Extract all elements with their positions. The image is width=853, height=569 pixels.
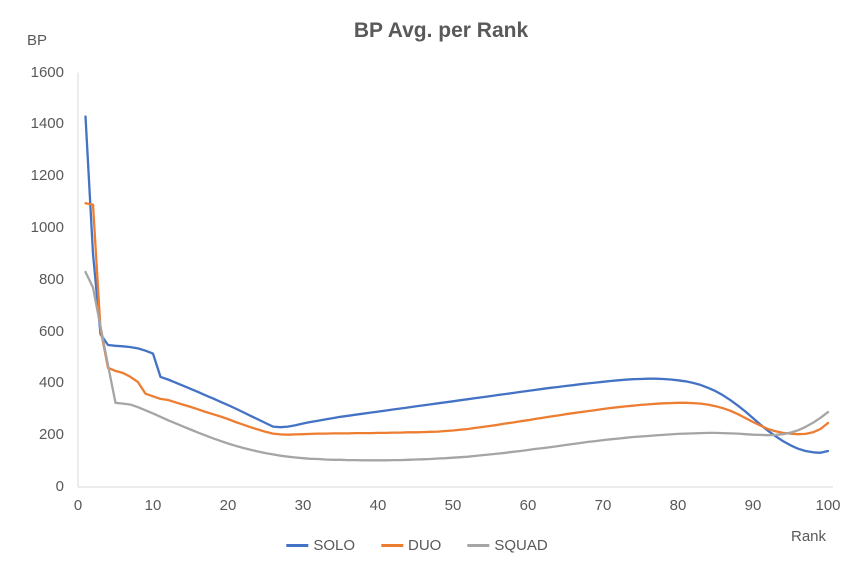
duo-line <box>84 202 830 436</box>
y-tick-label: 1400 <box>30 115 64 133</box>
x-tick-label: 50 <box>444 497 462 514</box>
y-tick-label: 800 <box>38 270 64 288</box>
x-tick-label: 100 <box>815 497 841 514</box>
x-tick-label: 30 <box>294 497 312 514</box>
x-tick-label: 60 <box>519 497 537 514</box>
y-tick-label: 0 <box>55 478 64 495</box>
legend-label: DUO <box>408 537 442 554</box>
squad-line <box>84 270 830 462</box>
y-tick-label: 600 <box>38 322 64 340</box>
legend-item-duo: DUO <box>381 537 441 554</box>
legend-item-solo: SOLO <box>286 537 355 554</box>
y-axis-title: BP <box>27 32 48 49</box>
x-tick-label: 40 <box>369 497 387 514</box>
x-tick-label: 80 <box>669 497 687 514</box>
legend-label: SQUAD <box>494 537 548 554</box>
x-tick-label: 90 <box>744 497 762 514</box>
legend-line-icon <box>381 544 403 547</box>
legend-label: SOLO <box>313 537 355 554</box>
x-tick-label: 0 <box>73 497 83 514</box>
chart-title: BP Avg. per Rank <box>353 19 529 42</box>
y-tick-label: 1000 <box>30 218 64 236</box>
y-tick-label: 400 <box>38 374 64 392</box>
legend: SOLO DUO SQUAD <box>286 537 548 554</box>
y-tick-label: 1600 <box>30 63 64 81</box>
x-tick-label: 70 <box>594 497 612 514</box>
legend-line-icon <box>467 544 490 547</box>
legend-line-icon <box>286 544 309 547</box>
x-axis-title: Rank <box>791 528 827 545</box>
x-tick-label: 20 <box>219 497 237 514</box>
y-tick-label: 200 <box>38 426 64 444</box>
y-tick-label: 1200 <box>30 167 64 185</box>
x-tick-label: 10 <box>144 497 162 514</box>
legend-item-squad: SQUAD <box>467 537 548 554</box>
solo-line <box>84 115 830 454</box>
